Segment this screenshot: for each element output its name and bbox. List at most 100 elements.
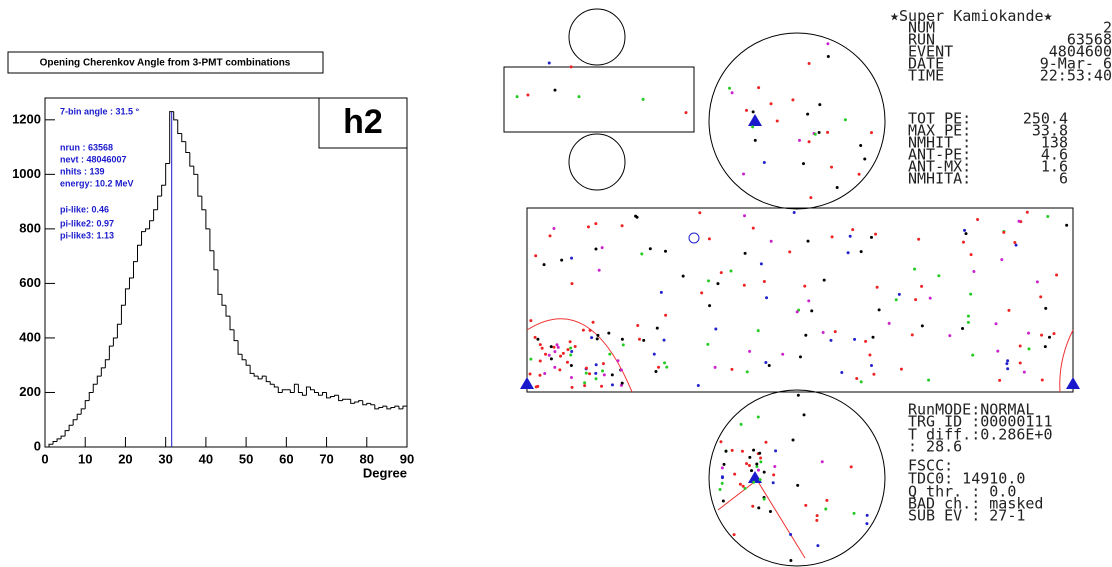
hit-dot xyxy=(818,103,821,106)
x-tick-label: 10 xyxy=(78,451,92,466)
hit-dot xyxy=(803,413,806,416)
hit-dot xyxy=(721,466,724,469)
hit-dot xyxy=(570,65,573,68)
hist-bin xyxy=(343,399,347,400)
hit-dot xyxy=(823,279,826,282)
hit-dot xyxy=(733,473,736,476)
hit-dot xyxy=(791,98,794,101)
hist-bin xyxy=(262,376,266,379)
hit-dot xyxy=(898,293,901,296)
hit-dot xyxy=(744,252,747,255)
hit-dot xyxy=(724,450,727,453)
hit-dot xyxy=(595,377,598,380)
hit-dot xyxy=(1044,307,1047,310)
hit-dot xyxy=(730,368,733,371)
hit-dot xyxy=(808,62,811,65)
hit-dot xyxy=(863,157,866,160)
hit-dot xyxy=(611,373,614,376)
hit-dot xyxy=(799,355,802,358)
hist-bin xyxy=(395,406,399,407)
hit-dot xyxy=(720,271,723,274)
hit-dot xyxy=(748,350,751,353)
x-tick-label: 0 xyxy=(41,451,48,466)
hit-dot xyxy=(878,308,881,311)
hit-dot xyxy=(1055,273,1058,276)
x-tick-label: 60 xyxy=(279,451,293,466)
hit-dot xyxy=(529,358,532,361)
y-tick-label: 1000 xyxy=(12,166,41,181)
hit-dot xyxy=(825,499,828,502)
hit-dot xyxy=(596,337,599,340)
hit-dot xyxy=(849,235,852,238)
hit-dot xyxy=(748,456,751,459)
hist-bin xyxy=(250,365,254,373)
hit-dot xyxy=(996,350,999,353)
hist-bin xyxy=(258,376,262,379)
hit-dot xyxy=(743,284,746,287)
hist-bin xyxy=(218,270,222,295)
hit-dot xyxy=(741,450,744,453)
hit-dot xyxy=(920,285,923,288)
hist-bin xyxy=(121,305,125,324)
hist-bin xyxy=(282,390,286,393)
hit-dot xyxy=(583,384,586,387)
hit-dot xyxy=(759,460,762,463)
hit-dot xyxy=(529,319,532,322)
hit-dot xyxy=(539,343,542,346)
hit-dot xyxy=(1006,359,1009,362)
hist-bin xyxy=(69,425,73,430)
hit-dot xyxy=(806,113,809,116)
hit-dot xyxy=(682,275,685,278)
hist-bin xyxy=(113,338,117,346)
hit-dot xyxy=(754,139,757,142)
hit-dot xyxy=(860,250,863,253)
hist-bin xyxy=(109,346,113,360)
hit-dot xyxy=(559,355,562,358)
info-row: SUB EV : 27-1 xyxy=(908,507,1025,525)
hit-dot xyxy=(971,354,974,357)
hit-dot xyxy=(578,95,581,98)
hit-dot xyxy=(660,291,663,294)
hit-dot xyxy=(636,324,639,327)
hit-dot xyxy=(1027,332,1030,335)
hit-dot xyxy=(558,368,561,371)
hit-dot xyxy=(1041,379,1044,382)
hit-dot xyxy=(757,506,760,509)
hit-dot xyxy=(826,42,829,45)
hist-bin xyxy=(355,402,359,403)
hit-dot xyxy=(807,299,810,302)
hit-dot xyxy=(550,345,553,348)
hit-dot xyxy=(745,109,748,112)
hit-dot xyxy=(927,379,930,382)
hit-dot xyxy=(765,296,768,299)
hit-dot xyxy=(707,279,710,282)
hit-dot xyxy=(809,196,812,199)
hit-dot xyxy=(888,322,891,325)
hit-dot xyxy=(548,61,551,64)
hit-dot xyxy=(731,449,734,452)
hit-dot xyxy=(770,240,773,243)
hit-dot xyxy=(773,465,776,468)
hit-dot xyxy=(560,259,563,262)
hit-dot xyxy=(570,364,573,367)
hit-dot xyxy=(526,93,529,96)
hit-dot xyxy=(541,347,544,350)
hit-dot xyxy=(847,251,850,254)
hit-dot xyxy=(740,423,743,426)
hit-dot xyxy=(758,452,761,455)
hit-dot xyxy=(714,366,717,369)
hist-bin xyxy=(327,392,331,397)
hit-dot xyxy=(656,327,659,330)
stats-text: nevt : 48046007 xyxy=(60,154,127,164)
hist-bin xyxy=(194,166,198,174)
hit-dot xyxy=(770,102,773,105)
hit-dot xyxy=(744,487,747,490)
hit-dot xyxy=(570,282,573,285)
hit-dot xyxy=(589,329,592,332)
hit-dot xyxy=(722,500,725,503)
hit-dot xyxy=(654,370,657,373)
hit-dot xyxy=(789,533,792,536)
hit-dot xyxy=(719,440,722,443)
hit-dot xyxy=(621,224,624,227)
hit-dot xyxy=(1027,347,1030,350)
